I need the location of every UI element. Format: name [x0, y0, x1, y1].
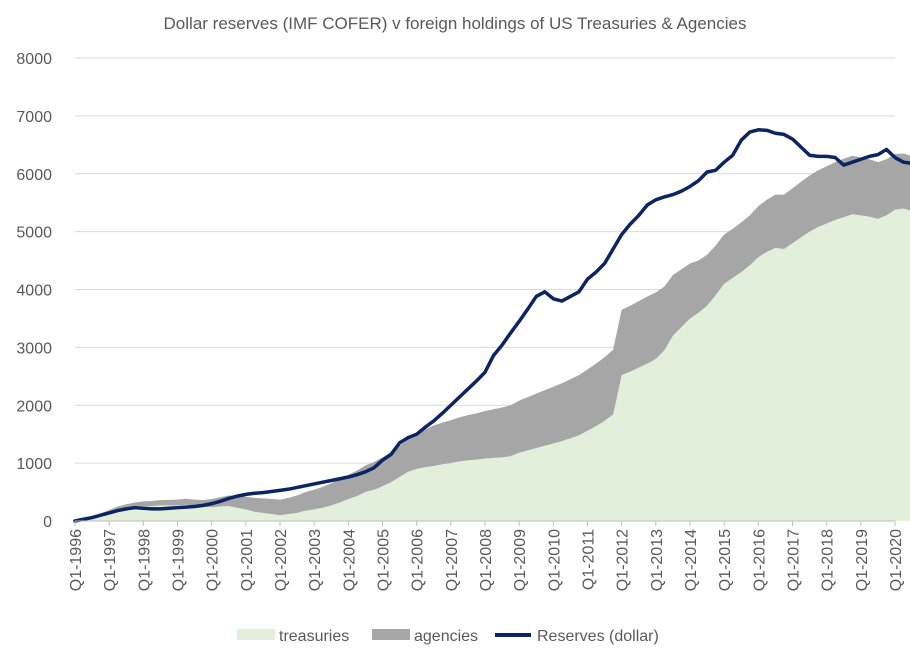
legend-label-agencies: agencies — [414, 628, 478, 645]
y-tick-label-5000: 5000 — [16, 225, 52, 242]
legend-swatch-agencies — [372, 629, 410, 640]
chart-title: Dollar reserves (IMF COFER) v foreign ho… — [164, 14, 747, 33]
stacked-areas — [75, 153, 910, 521]
x-tick-label-Q1-2017: Q1-2017 — [786, 529, 803, 591]
area-series-agencies — [75, 153, 910, 521]
legend-label-treasuries: treasuries — [279, 628, 349, 645]
y-tick-label-7000: 7000 — [16, 109, 52, 126]
x-axis: Q1-1996 Q1-1997 Q1-1998 Q1-1999 Q1-2000 Q1-20… — [68, 520, 905, 591]
y-axis: 0 1000 2000 3000 4000 5000 6000 7000 8000 — [16, 51, 52, 531]
x-tick-label-Q1-2011: Q1-2011 — [581, 529, 598, 590]
x-tick-label-Q1-2010: Q1-2010 — [546, 529, 563, 591]
legend: treasuries agencies Reserves (dollar) — [237, 628, 659, 645]
x-tick-label-Q1-2001: Q1-2001 — [239, 529, 256, 591]
x-tick-label-Q1-2016: Q1-2016 — [751, 529, 768, 591]
x-tick-label-Q1-2006: Q1-2006 — [410, 529, 427, 591]
series-lines — [73, 128, 910, 523]
x-tick-label-Q1-2014: Q1-2014 — [683, 529, 700, 591]
x-tick-label-Q1-2000: Q1-2000 — [205, 529, 222, 591]
x-tick-label-Q1-2019: Q1-2019 — [854, 529, 871, 591]
x-tick-label-Q1-1997: Q1-1997 — [102, 529, 119, 591]
x-tick-label-Q1-1996: Q1-1996 — [68, 529, 85, 591]
x-tick-label-Q1-2008: Q1-2008 — [478, 529, 495, 591]
gridlines — [75, 57, 895, 464]
x-tick-label-Q1-1998: Q1-1998 — [136, 529, 153, 591]
legend-swatch-treasuries — [237, 629, 275, 640]
x-tick-label-Q1-1999: Q1-1999 — [171, 529, 188, 591]
x-tick-label-Q1-2020: Q1-2020 — [888, 529, 905, 591]
x-tick-label-Q1-2012: Q1-2012 — [615, 529, 632, 591]
x-tick-label-Q1-2013: Q1-2013 — [649, 529, 666, 591]
y-tick-label-1000: 1000 — [16, 456, 52, 473]
x-tick-label-Q1-2015: Q1-2015 — [717, 529, 734, 591]
area-series-treasuries — [75, 208, 910, 521]
y-tick-label-0: 0 — [43, 514, 52, 531]
y-tick-label-8000: 8000 — [16, 51, 52, 68]
y-tick-label-4000: 4000 — [16, 283, 52, 300]
x-tick-label-Q1-2004: Q1-2004 — [341, 529, 358, 591]
x-tick-label-Q1-2009: Q1-2009 — [512, 529, 529, 591]
x-tick-label-Q1-2018: Q1-2018 — [820, 529, 837, 591]
line-series-reserves-dollar — [73, 128, 910, 523]
x-tick-label-Q1-2003: Q1-2003 — [307, 529, 324, 591]
y-tick-label-2000: 2000 — [16, 398, 52, 415]
x-tick-label-Q1-2007: Q1-2007 — [444, 529, 461, 591]
x-tick-label-Q1-2002: Q1-2002 — [273, 529, 290, 591]
y-tick-label-6000: 6000 — [16, 167, 52, 184]
y-tick-label-3000: 3000 — [16, 340, 52, 357]
x-tick-label-Q1-2005: Q1-2005 — [376, 529, 393, 591]
legend-label-reserves-dollar: Reserves (dollar) — [537, 628, 659, 645]
